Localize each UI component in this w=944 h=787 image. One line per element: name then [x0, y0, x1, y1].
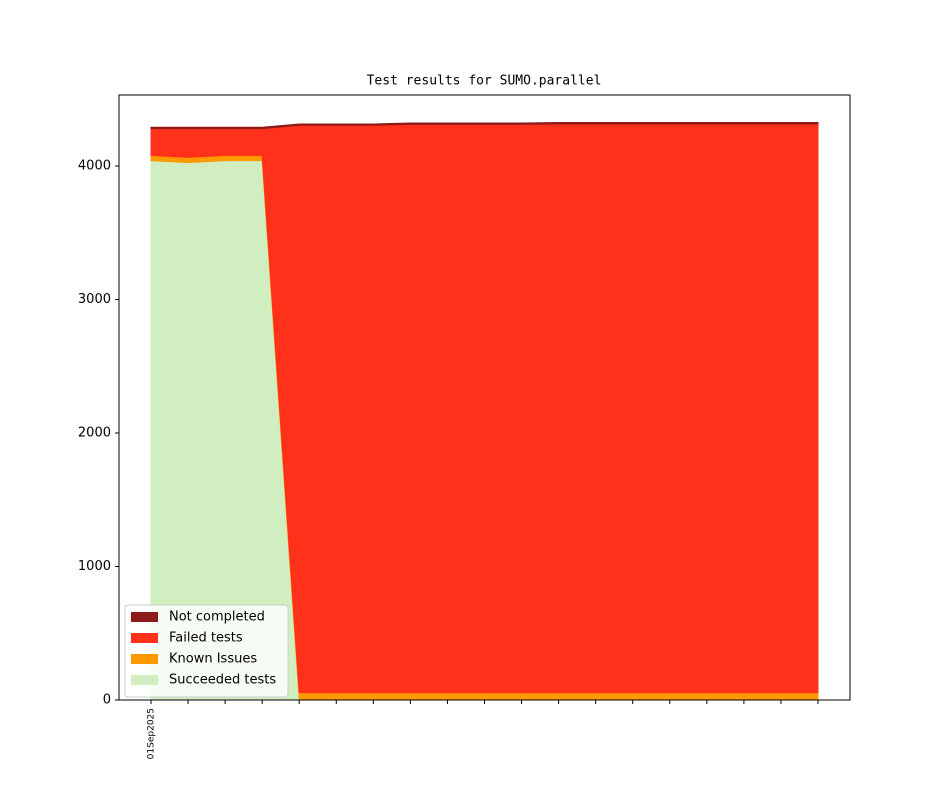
x-tick-label: 01Sep2025: [147, 708, 157, 759]
chart-title: Test results for SUMO.parallel: [367, 74, 602, 89]
legend-label: Succeeded tests: [169, 673, 276, 688]
legend-swatch: [131, 633, 158, 643]
legend-label: Not completed: [169, 610, 265, 625]
legend-label: Failed tests: [169, 631, 243, 646]
y-tick-label: 1000: [78, 559, 111, 574]
y-tick-label: 2000: [78, 426, 111, 441]
y-tick-label: 3000: [78, 292, 111, 307]
legend-swatch: [131, 654, 158, 664]
legend-label: Known Issues: [169, 652, 257, 667]
legend-box: [124, 604, 289, 698]
legend-swatch: [131, 675, 158, 685]
y-tick-label: 0: [103, 693, 111, 708]
area: [150, 122, 819, 130]
y-tick-label: 4000: [78, 159, 111, 174]
legend-swatch: [131, 612, 158, 622]
